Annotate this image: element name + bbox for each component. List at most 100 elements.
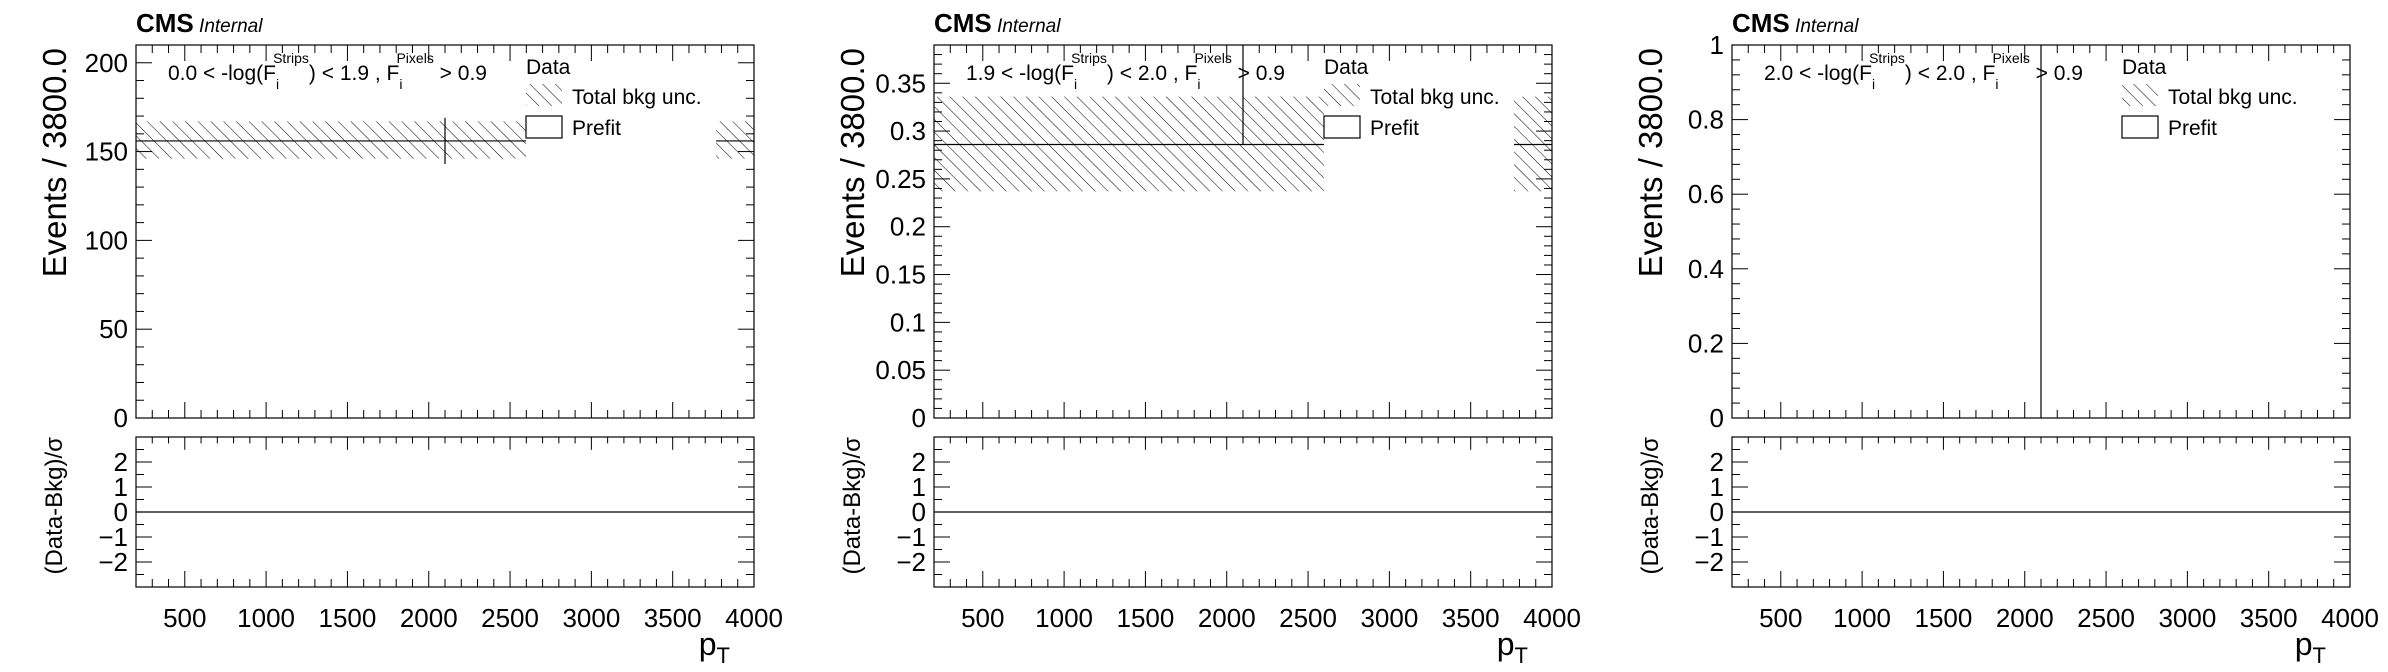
region-label: 0.0 < -log(FiStrips) < 1.9 , FiPixels > … [168, 50, 487, 92]
region-label-sup: Pixels [1194, 50, 1231, 66]
x-axis-title-sub: T [2313, 643, 2326, 668]
y-tick-label: 0.6 [1688, 179, 1724, 209]
ratio-y-tick-label: 2 [114, 447, 128, 477]
ratio-y-tick-label: 2 [1710, 447, 1724, 477]
ratio-y-tick-label: 0 [114, 497, 128, 527]
legend-prefit-label: Prefit [2168, 117, 2217, 140]
ratio-y-tick-label: −2 [98, 547, 128, 577]
region-label-sub: i [1074, 76, 1077, 92]
legend-prefit-swatch [525, 115, 563, 139]
y-axis-title: Events / 3800.0 [36, 48, 73, 277]
region-label: 2.0 < -log(FiStrips) < 2.0 , FiPixels > … [1764, 50, 2083, 92]
legend-bkg-unc-label: Total bkg unc. [572, 86, 702, 109]
bkg-unc-band-right [716, 121, 754, 159]
x-tick-label: 2500 [481, 603, 539, 633]
x-axis-title: pT [699, 626, 730, 668]
x-tick-label: 4000 [1523, 603, 1581, 633]
y-tick-label: 100 [85, 225, 128, 255]
x-axis-title-sub: T [1515, 643, 1528, 668]
main-contents [934, 45, 1552, 192]
y-tick-label: 0.1 [890, 307, 926, 337]
region-label-part: > 0.9 [1232, 62, 1285, 85]
region-label-sup: Strips [273, 50, 309, 66]
y-tick-label: 0.2 [1688, 328, 1724, 358]
y-tick-label: 0.3 [890, 116, 926, 146]
x-tick-label: 1500 [318, 603, 376, 633]
x-tick-label: 500 [1759, 603, 1802, 633]
region-label-part: ) < 2.0 , F [1107, 62, 1197, 85]
x-axis-title: pT [1497, 626, 1528, 668]
ratio-y-tick-label: −1 [98, 522, 128, 552]
ratio-y-axis-title: (Data-Bkg)/σ [41, 437, 68, 575]
legend-prefit-label: Prefit [1370, 117, 1419, 140]
y-tick-label: 200 [85, 48, 128, 78]
y-tick-label: 1 [1710, 30, 1724, 60]
x-tick-label: 500 [163, 603, 206, 633]
region-label-sub: i [1995, 76, 1998, 92]
region-label: 1.9 < -log(FiStrips) < 2.0 , FiPixels > … [966, 50, 1285, 92]
ratio-y-tick-label: 1 [114, 472, 128, 502]
panel-2: 0 0.05 0.1 0.15 0.2 0.25 0.3 0.35 500 1000 1500 200… [834, 8, 1581, 668]
x-tick-label: 1500 [1116, 603, 1174, 633]
region-label-sup: Pixels [1992, 50, 2029, 66]
region-label-part: ) < 1.9 , F [309, 62, 399, 85]
legend-prefit-label: Prefit [572, 117, 621, 140]
x-axis-title-main: p [699, 626, 717, 662]
x-tick-label: 3500 [644, 603, 702, 633]
region-label-sub: i [276, 76, 279, 92]
x-tick-label: 3500 [2240, 603, 2298, 633]
ratio-y-tick-label: −2 [1694, 547, 1724, 577]
cms-label-status: Internal [194, 16, 263, 37]
x-tick-label: 3000 [1360, 603, 1418, 633]
legend-data-label: Data [526, 56, 571, 79]
y-tick-label: 0 [114, 403, 128, 433]
legend-prefit-swatch [2121, 115, 2159, 139]
cms-label-experiment: CMS [934, 8, 992, 38]
region-label-part: 1.9 < -log(F [966, 62, 1074, 85]
y-tick-label: 150 [85, 137, 128, 167]
y-tick-label: 50 [99, 314, 128, 344]
region-label-part: ) < 2.0 , F [1905, 62, 1995, 85]
ratio-y-tick-label: 1 [912, 472, 926, 502]
x-axis-title: pT [2295, 626, 2326, 668]
y-tick-label: 0.8 [1688, 105, 1724, 135]
legend-bkg-unc-swatch [1324, 84, 1360, 106]
cms-label: CMS Internal [934, 8, 1061, 38]
legend-bkg-unc-swatch [526, 84, 562, 106]
region-label-sup: Pixels [396, 50, 433, 66]
bkg-unc-band-left [136, 121, 526, 159]
ratio-y-tick-label: −2 [896, 547, 926, 577]
x-tick-label: 3500 [1442, 603, 1500, 633]
legend-bkg-unc-label: Total bkg unc. [1370, 86, 1500, 109]
x-tick-label: 2000 [400, 603, 458, 633]
x-axis-title-main: p [1497, 626, 1515, 662]
legend-bkg-unc-label: Total bkg unc. [2168, 86, 2298, 109]
cms-label-experiment: CMS [1732, 8, 1790, 38]
region-label-part: > 0.9 [434, 62, 487, 85]
region-label-part: > 0.9 [2030, 62, 2083, 85]
cms-label: CMS Internal [1732, 8, 1859, 38]
legend-data-label: Data [2122, 56, 2167, 79]
x-tick-label: 1000 [1035, 603, 1093, 633]
x-tick-label: 1500 [1914, 603, 1972, 633]
x-tick-label: 3000 [562, 603, 620, 633]
ratio-y-axis-title: (Data-Bkg)/σ [839, 437, 866, 575]
y-axis-title: Events / 3800.0 [1632, 48, 1669, 277]
x-tick-label: 2000 [1198, 603, 1256, 633]
x-tick-label: 2500 [1279, 603, 1337, 633]
region-label-sub: i [399, 76, 402, 92]
ratio-y-tick-label: 2 [912, 447, 926, 477]
ratio-y-tick-label: 0 [912, 497, 926, 527]
ratio-y-tick-label: −1 [1694, 522, 1724, 552]
region-label-sub: i [1197, 76, 1200, 92]
x-tick-label: 500 [961, 603, 1004, 633]
main-contents [136, 117, 754, 165]
cms-label: CMS Internal [136, 8, 263, 38]
cms-label-experiment: CMS [136, 8, 194, 38]
y-tick-label: 0 [912, 403, 926, 433]
legend-prefit-swatch [1323, 115, 1361, 139]
ratio-y-axis-title: (Data-Bkg)/σ [1637, 437, 1664, 575]
y-axis-title: Events / 3800.0 [834, 48, 871, 277]
